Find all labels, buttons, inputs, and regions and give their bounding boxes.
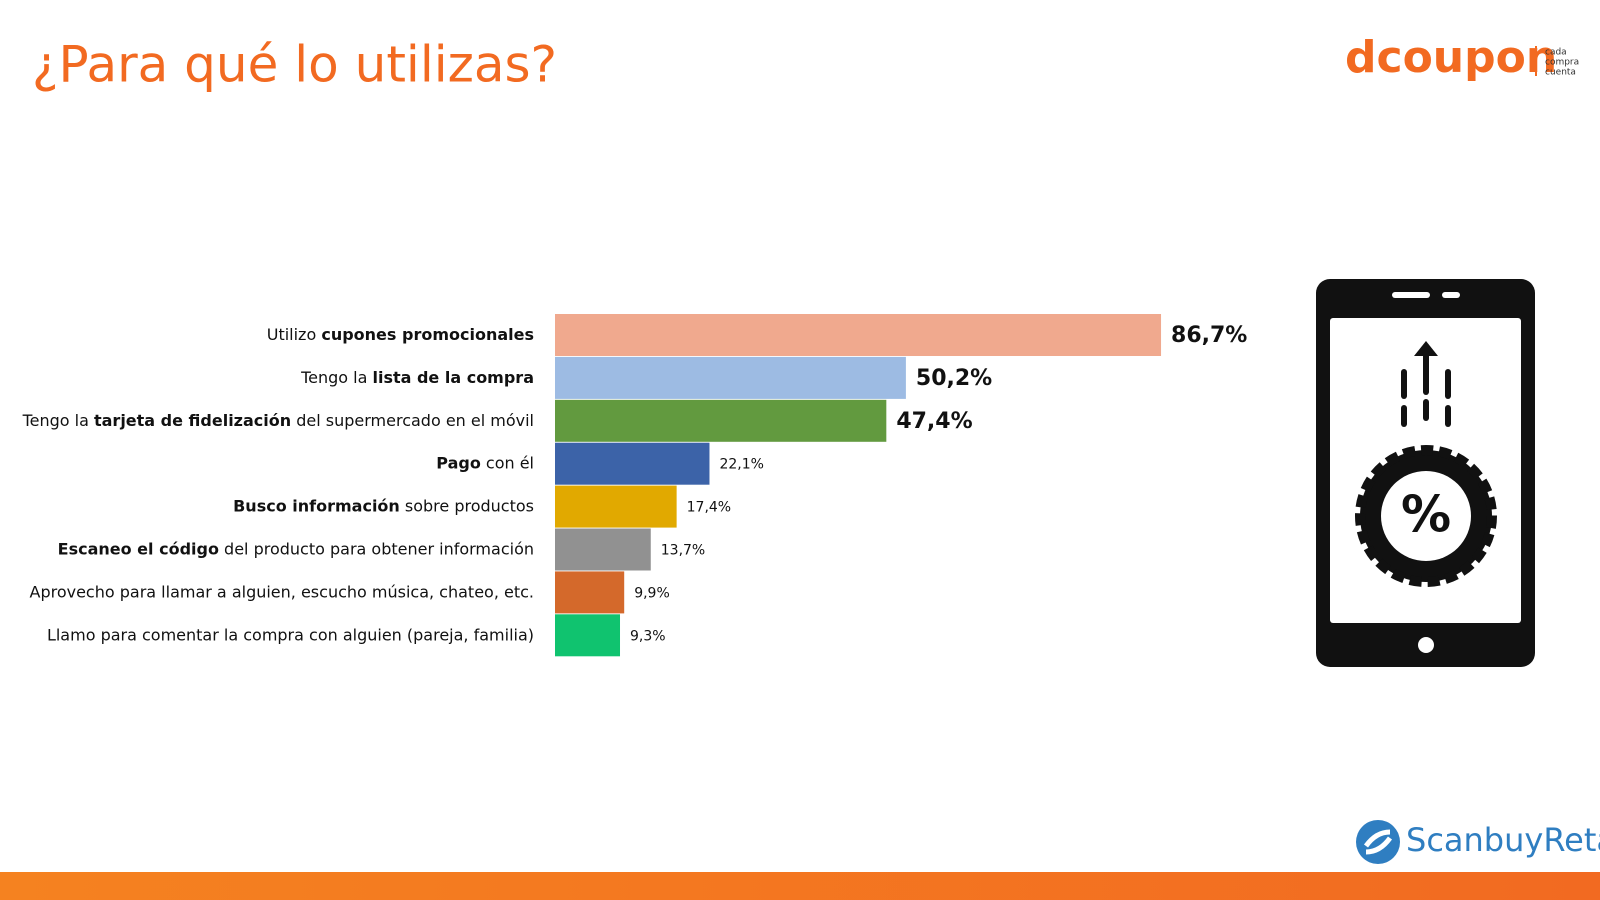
footer-logo: ScanbuyRetai (1406, 821, 1600, 859)
bar (555, 314, 1162, 356)
logo-name: dcoupon (1345, 32, 1557, 83)
value-label: 9,3% (630, 628, 666, 644)
category-label-part: lista de la compra (372, 367, 534, 386)
icon-label: % (1401, 486, 1451, 544)
category-label-part: Tengo la (22, 410, 94, 429)
category-label-part: sobre productos (400, 496, 534, 515)
logo-tagline: cuenta (1545, 68, 1576, 78)
category-label: Tengo la tarjeta de fidelización del sup… (22, 410, 534, 429)
category-label: Escaneo el código del producto para obte… (58, 539, 534, 558)
category-label-part: Llamo para comentar la compra con alguie… (47, 625, 534, 644)
bar (555, 614, 621, 657)
footer-band (0, 872, 1600, 900)
category-label: Aprovecho para llamar a alguien, escucho… (30, 582, 535, 601)
category-label: Llamo para comentar la compra con alguie… (47, 625, 534, 644)
value-label: 17,4% (687, 500, 731, 516)
category-label-part: Tengo la (300, 367, 372, 386)
chart-title: ¿Para qué lo utilizas? (32, 36, 557, 94)
bar (555, 356, 906, 399)
value-label: 47,4% (896, 409, 972, 434)
bar (555, 399, 887, 442)
category-label-part: cupones promocionales (321, 325, 534, 344)
category-label-part: tarjeta de fidelización (94, 410, 291, 429)
bar (555, 485, 677, 528)
category-label-part: del supermercado en el móvil (291, 410, 534, 429)
category-label-part: Utilizo (267, 325, 322, 344)
category-label-part: del producto para obtener información (219, 539, 534, 558)
category-label: Busco información sobre productos (233, 496, 534, 515)
bar (555, 571, 625, 614)
category-label: Pago con él (436, 453, 534, 472)
value-label: 22,1% (719, 457, 763, 473)
bar (555, 442, 710, 485)
category-label-part: Aprovecho para llamar a alguien, escucho… (30, 582, 535, 601)
value-label: 13,7% (661, 543, 705, 559)
category-label: Tengo la lista de la compra (300, 367, 534, 386)
category-label-part: Escaneo el código (58, 539, 219, 558)
category-label-part: Busco información (233, 496, 400, 515)
category-label: Utilizo cupones promocionales (267, 325, 534, 344)
footer-logo-mark (1356, 820, 1400, 864)
bar (555, 528, 651, 571)
logo-tagline: cada (1545, 48, 1567, 58)
value-label: 50,2% (916, 366, 992, 391)
logo-tagline: compra (1545, 58, 1579, 68)
phone-icon: % (1316, 279, 1535, 667)
category-label-part: Pago (436, 453, 481, 472)
value-label: 9,9% (634, 585, 670, 601)
category-label-part: con él (481, 453, 534, 472)
value-label: 86,7% (1171, 323, 1247, 348)
